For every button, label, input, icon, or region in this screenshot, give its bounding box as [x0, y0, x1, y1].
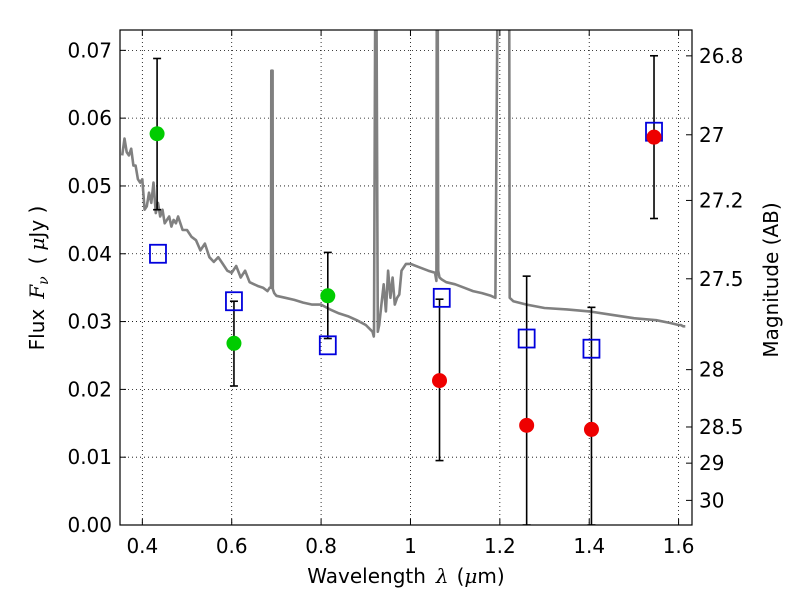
x-axis-label: Wavelength λ (μm) — [307, 564, 504, 588]
y-tick-label: 0.05 — [67, 174, 112, 198]
filled-circle-marker — [519, 417, 535, 433]
open-square-marker — [582, 338, 601, 359]
y-tick-label: 0.07 — [67, 38, 112, 62]
right-tick-label: 28.5 — [699, 415, 744, 439]
filled-circle-marker — [226, 335, 242, 351]
x-axis-ticks: 0.4 0.6 0.8 1 1.2 1.4 1.6 — [126, 30, 695, 558]
right-axis-ticks: 26.8 27 27.2 27.5 28 28.5 29 30 — [686, 44, 744, 512]
x-tick-label: 1.2 — [484, 534, 516, 558]
open-square-marker — [432, 287, 451, 308]
y-tick-label: 0.03 — [67, 310, 112, 334]
open-square-marker — [517, 328, 536, 349]
x-tick-label: 0.4 — [126, 534, 158, 558]
x-tick-label: 0.6 — [216, 534, 248, 558]
x-tick-label: 1 — [404, 534, 417, 558]
x-tick-label: 1.6 — [663, 534, 695, 558]
plot-frame — [119, 29, 693, 526]
sed-model-line — [120, 30, 686, 338]
x-tick-label: 0.8 — [305, 534, 337, 558]
y-tick-label: 0.01 — [67, 445, 112, 469]
open-square-marker — [225, 291, 243, 312]
right-tick-label: 27.2 — [699, 188, 744, 212]
open-square-marker — [149, 243, 167, 264]
filled-circle-marker — [320, 288, 336, 304]
filled-circle-marker — [432, 373, 448, 389]
filled-circle-marker — [149, 126, 165, 142]
y-tick-label: 0.02 — [67, 377, 112, 401]
x-tick-label: 1.4 — [573, 534, 605, 558]
y-axis-ticks: 0.00 0.01 0.02 0.03 0.04 0.05 0.06 0.07 — [67, 38, 126, 537]
right-tick-label: 27 — [699, 123, 724, 147]
right-tick-label: 30 — [699, 488, 724, 512]
open-square-marker — [318, 335, 337, 356]
y-tick-label: 0.04 — [67, 242, 112, 266]
right-tick-label: 26.8 — [699, 44, 744, 68]
plot-background — [120, 30, 692, 525]
filled-circle-marker — [583, 421, 599, 437]
y-tick-label: 0.00 — [67, 513, 112, 537]
right-tick-label: 28 — [699, 358, 724, 382]
plot-area — [120, 30, 686, 525]
data-markers — [149, 121, 663, 437]
filled-circle-marker — [646, 129, 662, 145]
right-tick-label: 27.5 — [699, 267, 744, 291]
y-tick-label: 0.06 — [67, 106, 112, 130]
right-tick-label: 29 — [699, 451, 724, 475]
y-axis-label: FluxFν(μJy ) — [25, 206, 52, 351]
right-axis-label: Magnitude (AB) — [759, 202, 783, 357]
